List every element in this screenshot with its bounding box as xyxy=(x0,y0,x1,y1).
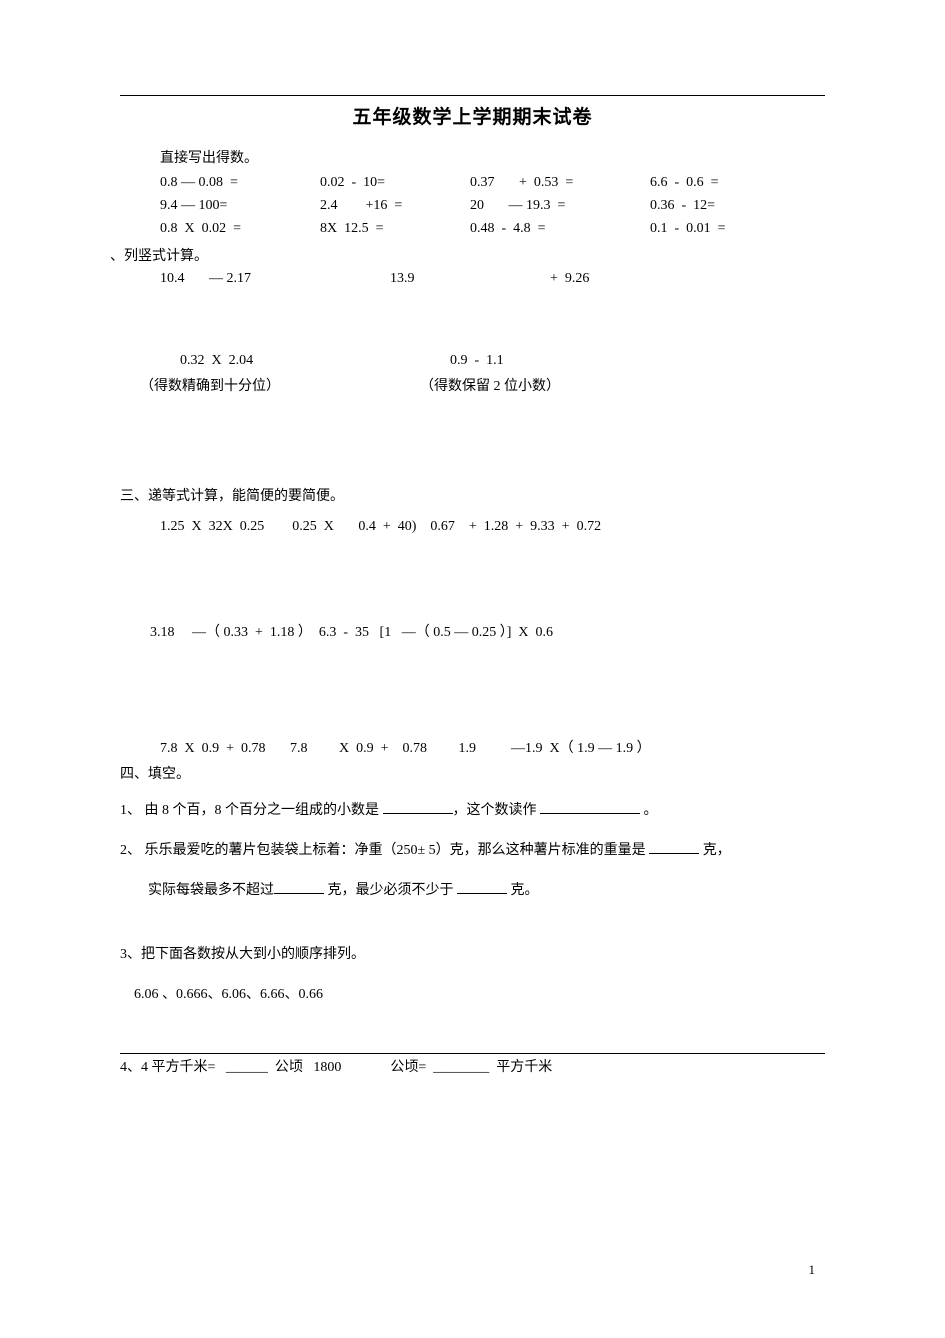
sec4-q1: 1、 由 8 个百，8 个百分之一组成的小数是 ，这个数读作 。 xyxy=(120,797,825,825)
top-rule xyxy=(120,95,825,96)
sec4-heading: 四、填空。 xyxy=(120,763,825,783)
sec4-q2-cont: 实际每袋最多不超过 克，最少必须不少于 克。 xyxy=(148,877,825,905)
blank xyxy=(540,800,640,814)
sec2-row-1: 10.4 — 2.17 13.9 + 9.26 xyxy=(160,271,825,287)
q2-text-c: 实际每袋最多不超过 xyxy=(148,883,274,898)
sec2-note: （得数精确到十分位） xyxy=(140,375,420,395)
blank xyxy=(383,800,453,814)
sec2-row-2: 0.32 X 2.04 0.9 - 1.1 xyxy=(160,353,825,369)
sec4-q3-nums: 6.06 、0.666、6.06、6.66、0.66 xyxy=(134,981,825,1009)
q2-text-d: 克，最少必须不少于 xyxy=(324,883,457,898)
sec3-heading: 三、递等式计算，能简便的要简便。 xyxy=(120,485,825,505)
sec2-cell: + 9.26 xyxy=(550,271,750,287)
blank xyxy=(457,880,507,894)
sec2-note: （得数保留 2 位小数） xyxy=(420,375,670,395)
sec3-line2: 3.18 —（ 0.33 + 1.18 ） 6.3 - 35 [1 —（ 0.5… xyxy=(150,621,825,641)
blank xyxy=(649,840,699,854)
sec1-row-2: 0.8 X 0.02 = 8X 12.5 = 0.48 - 4.8 = 0.1 … xyxy=(160,221,825,237)
sec2-cell: 10.4 — 2.17 xyxy=(160,271,390,287)
mid-rule xyxy=(120,1053,825,1054)
sec2-cell: 13.9 xyxy=(390,271,550,287)
sec1-cell: 6.6 - 0.6 = xyxy=(650,175,800,191)
sec1-cell: 0.37 + 0.53 = xyxy=(470,175,650,191)
sec1-row-0: 0.8 — 0.08 = 0.02 - 10= 0.37 + 0.53 = 6.… xyxy=(160,175,825,191)
sec4-q2: 2、 乐乐最爱吃的薯片包装袋上标着：净重（250± 5）克，那么这种薯片标准的重… xyxy=(120,837,825,865)
sec2-notes: （得数精确到十分位） （得数保留 2 位小数） xyxy=(140,375,825,395)
q2-text-b: 克， xyxy=(699,843,731,858)
sec1-cell: 0.8 X 0.02 = xyxy=(160,221,320,237)
sec1-cell: 0.02 - 10= xyxy=(320,175,470,191)
sec2-cell: 0.9 - 1.1 xyxy=(450,353,504,369)
sec1-cell: 9.4 — 100= xyxy=(160,198,320,214)
sec1-cell: 0.48 - 4.8 = xyxy=(470,221,650,237)
sec1-cell: 8X 12.5 = xyxy=(320,221,470,237)
q1-text-c: 。 xyxy=(640,803,658,818)
sec1-cell: 0.36 - 12= xyxy=(650,198,800,214)
sec1-row-1: 9.4 — 100= 2.4 +16 = 20 — 19.3 = 0.36 - … xyxy=(160,198,825,214)
sec2-cell: 0.32 X 2.04 xyxy=(160,353,450,369)
sec1-heading: 直接写出得数。 xyxy=(160,147,825,167)
sec3-line3: 7.8 X 0.9 + 0.78 7.8 X 0.9 + 0.78 1.9 —1… xyxy=(160,737,825,757)
sec3-line1: 1.25 X 32X 0.25 0.25 X 0.4 + 40) 0.67 + … xyxy=(160,519,825,535)
sec4-q3-head: 3、把下面各数按从大到小的顺序排列。 xyxy=(120,941,825,969)
page-number: 1 xyxy=(809,1262,816,1278)
q1-text-a: 1、 由 8 个百，8 个百分之一组成的小数是 xyxy=(120,803,383,818)
page-title: 五年级数学上学期期末试卷 xyxy=(120,102,825,129)
sec1-cell: 2.4 +16 = xyxy=(320,198,470,214)
sec1-cell: 20 — 19.3 = xyxy=(470,198,650,214)
q1-text-b: ，这个数读作 xyxy=(453,803,541,818)
sec1-cell: 0.8 — 0.08 = xyxy=(160,175,320,191)
blank xyxy=(274,880,324,894)
q2-text-e: 克。 xyxy=(507,883,539,898)
sec2-heading: 、列竖式计算。 xyxy=(110,245,825,265)
sec1-cell: 0.1 - 0.01 = xyxy=(650,221,800,237)
q2-text-a: 2、 乐乐最爱吃的薯片包装袋上标着：净重（250± 5）克，那么这种薯片标准的重… xyxy=(120,843,649,858)
sec4-q4: 4、4 平方千米= ______ 公顷 1800 公顷= ________ 平方… xyxy=(120,1056,825,1076)
